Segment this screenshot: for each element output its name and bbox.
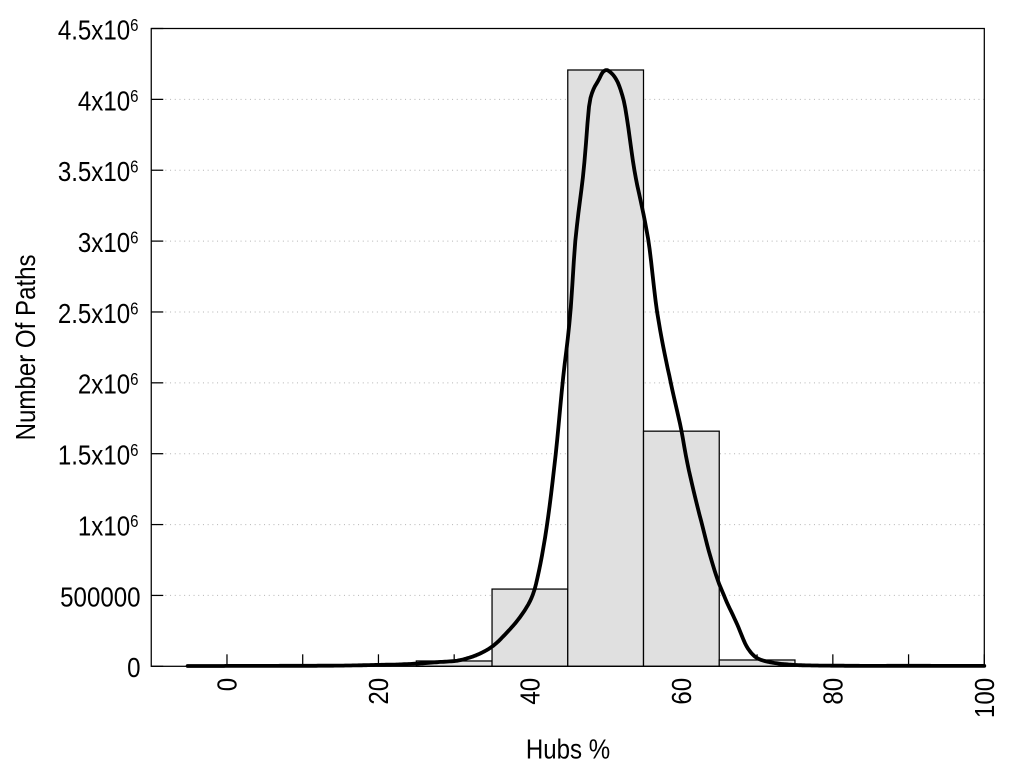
svg-text:1x106: 1x106 bbox=[78, 510, 139, 542]
svg-text:Hubs %: Hubs % bbox=[526, 733, 610, 765]
svg-text:3.5x106: 3.5x106 bbox=[58, 155, 139, 187]
svg-text:2.5x106: 2.5x106 bbox=[58, 297, 139, 329]
svg-text:60: 60 bbox=[665, 678, 697, 705]
svg-text:20: 20 bbox=[362, 678, 394, 705]
svg-text:100: 100 bbox=[968, 678, 1000, 718]
svg-text:4x106: 4x106 bbox=[78, 85, 139, 117]
svg-text:1.5x106: 1.5x106 bbox=[58, 439, 139, 471]
svg-text:0: 0 bbox=[211, 678, 243, 691]
svg-text:500000: 500000 bbox=[60, 581, 140, 613]
svg-text:40: 40 bbox=[514, 678, 546, 705]
svg-text:0: 0 bbox=[127, 651, 140, 683]
svg-text:4.5x106: 4.5x106 bbox=[58, 14, 139, 46]
svg-text:80: 80 bbox=[817, 678, 849, 705]
svg-text:2x106: 2x106 bbox=[78, 368, 139, 400]
svg-text:Number Of Paths: Number Of Paths bbox=[9, 254, 41, 440]
svg-text:3x106: 3x106 bbox=[78, 226, 139, 258]
